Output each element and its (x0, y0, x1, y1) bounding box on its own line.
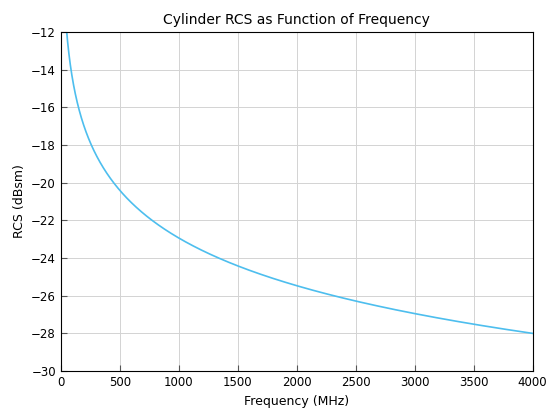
Title: Cylinder RCS as Function of Frequency: Cylinder RCS as Function of Frequency (164, 13, 430, 26)
X-axis label: Frequency (MHz): Frequency (MHz) (244, 394, 349, 407)
Y-axis label: RCS (dBsm): RCS (dBsm) (12, 165, 26, 239)
